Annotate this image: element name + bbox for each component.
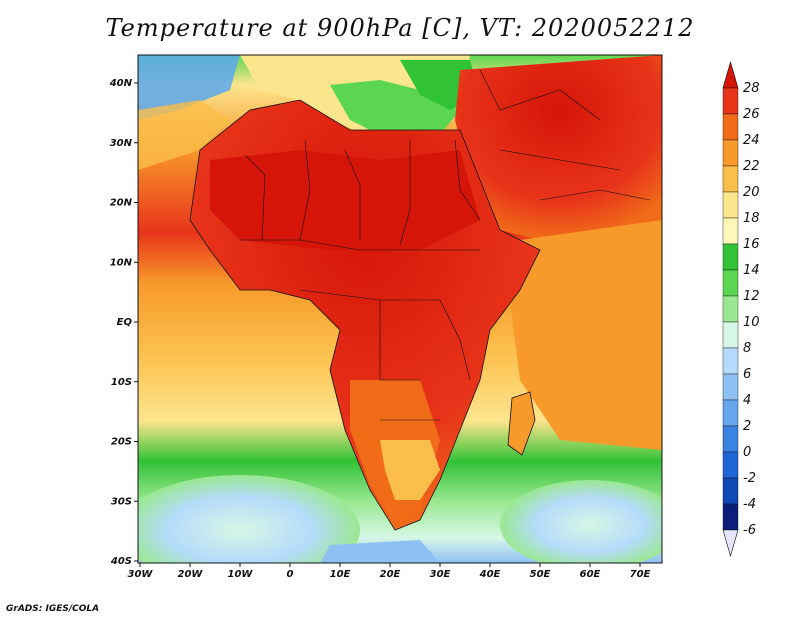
colorbar-swatch — [722, 87, 739, 115]
colorbar-swatch — [722, 399, 739, 427]
colorbar-label: 22 — [743, 159, 760, 174]
lat-tick-label: 10N — [110, 257, 133, 268]
colorbar-label: 28 — [743, 81, 760, 96]
country-borders — [240, 69, 651, 421]
colorbar-swatch — [722, 425, 739, 453]
lat-tick-label: 40S — [110, 556, 132, 567]
lon-tick-label: 30E — [430, 569, 451, 580]
colorbar-label: 12 — [743, 289, 760, 304]
colorbar-label: 0 — [743, 445, 751, 460]
lon-tick-label: 10W — [228, 569, 254, 580]
colorbar-label: 10 — [743, 315, 760, 330]
south-atlantic-cold — [138, 475, 360, 563]
lat-tick-label: 40N — [109, 78, 133, 89]
arabia-hot — [455, 55, 662, 240]
colorbar-under-triangle — [722, 529, 739, 558]
colorbar-label: 24 — [743, 133, 760, 148]
colorbar-label: 16 — [743, 237, 760, 252]
colorbar-swatch — [722, 217, 739, 245]
colorbar-swatch — [722, 191, 739, 219]
colorbar-label: 26 — [743, 107, 760, 122]
lon-tick-label: 10E — [330, 569, 351, 580]
lon-tick-label: 20E — [380, 569, 401, 580]
chart-title: Temperature at 900hPa [C], VT: 202005221… — [105, 14, 695, 42]
lon-tick-label: 30W — [128, 569, 154, 580]
lon-tick-label: 50E — [530, 569, 551, 580]
lat-tick-label: 30N — [110, 138, 133, 149]
south-indian-cold — [500, 480, 662, 563]
lon-tick-label: 40E — [479, 569, 501, 580]
temperature-field — [138, 55, 662, 563]
lat-tick-label: 20N — [110, 198, 133, 209]
lat-tick-label: 30S — [111, 496, 132, 507]
colorbar-swatch — [722, 373, 739, 401]
lon-tick-label: 60E — [580, 569, 601, 580]
colorbar-label: 8 — [743, 341, 751, 356]
map-frame — [137, 54, 663, 564]
longitude-axis: 30W 20W 10W 0 10E 20E 30E 40E 50E 60E 70E — [128, 563, 651, 580]
colorbar-swatch — [722, 451, 739, 479]
colorbar-label: 2 — [743, 419, 751, 434]
colorbar-label: 20 — [743, 185, 760, 200]
colorbar-swatch — [722, 113, 739, 141]
credit-text: GrADS: IGES/COLA — [6, 604, 100, 614]
colorbar-label: 14 — [743, 263, 760, 278]
lon-tick-label: 70E — [630, 569, 651, 580]
colorbar-swatch — [722, 295, 739, 323]
lat-tick-label: EQ — [117, 317, 133, 328]
colorbar-label: 4 — [743, 393, 751, 408]
latitude-axis: 40N 30N 20N 10N EQ 10S 20S 30S 40S — [109, 78, 138, 567]
colorbar-swatch — [722, 165, 739, 193]
colorbar-swatch — [722, 139, 739, 167]
colorbar-over-triangle — [722, 60, 739, 89]
sahara-hot — [210, 150, 480, 250]
madagascar — [507, 391, 536, 456]
lon-tick-label: 20W — [178, 569, 204, 580]
colorbar-label: -4 — [743, 497, 756, 512]
lat-tick-label: 10S — [111, 377, 132, 388]
colorbar-label: -2 — [743, 471, 756, 486]
north-atlantic-cool — [138, 55, 240, 120]
colorbar-label: 18 — [743, 211, 760, 226]
colorbar-swatch — [722, 321, 739, 349]
atlantic-warm — [138, 100, 230, 170]
lat-tick-label: 20S — [111, 437, 132, 448]
indian-ocean-warm — [510, 220, 662, 450]
colorbar-swatch — [722, 243, 739, 271]
colorbar-label: 6 — [743, 367, 751, 382]
colorbar-label: -6 — [743, 523, 756, 538]
colorbar-swatch — [722, 503, 739, 531]
colorbar-swatch — [722, 347, 739, 375]
colorbar-swatch — [722, 477, 739, 505]
kalahari-cooler — [380, 440, 440, 500]
colorbar-swatch — [722, 269, 739, 297]
cape-cold — [320, 540, 440, 563]
lon-tick-label: 0 — [287, 569, 294, 580]
